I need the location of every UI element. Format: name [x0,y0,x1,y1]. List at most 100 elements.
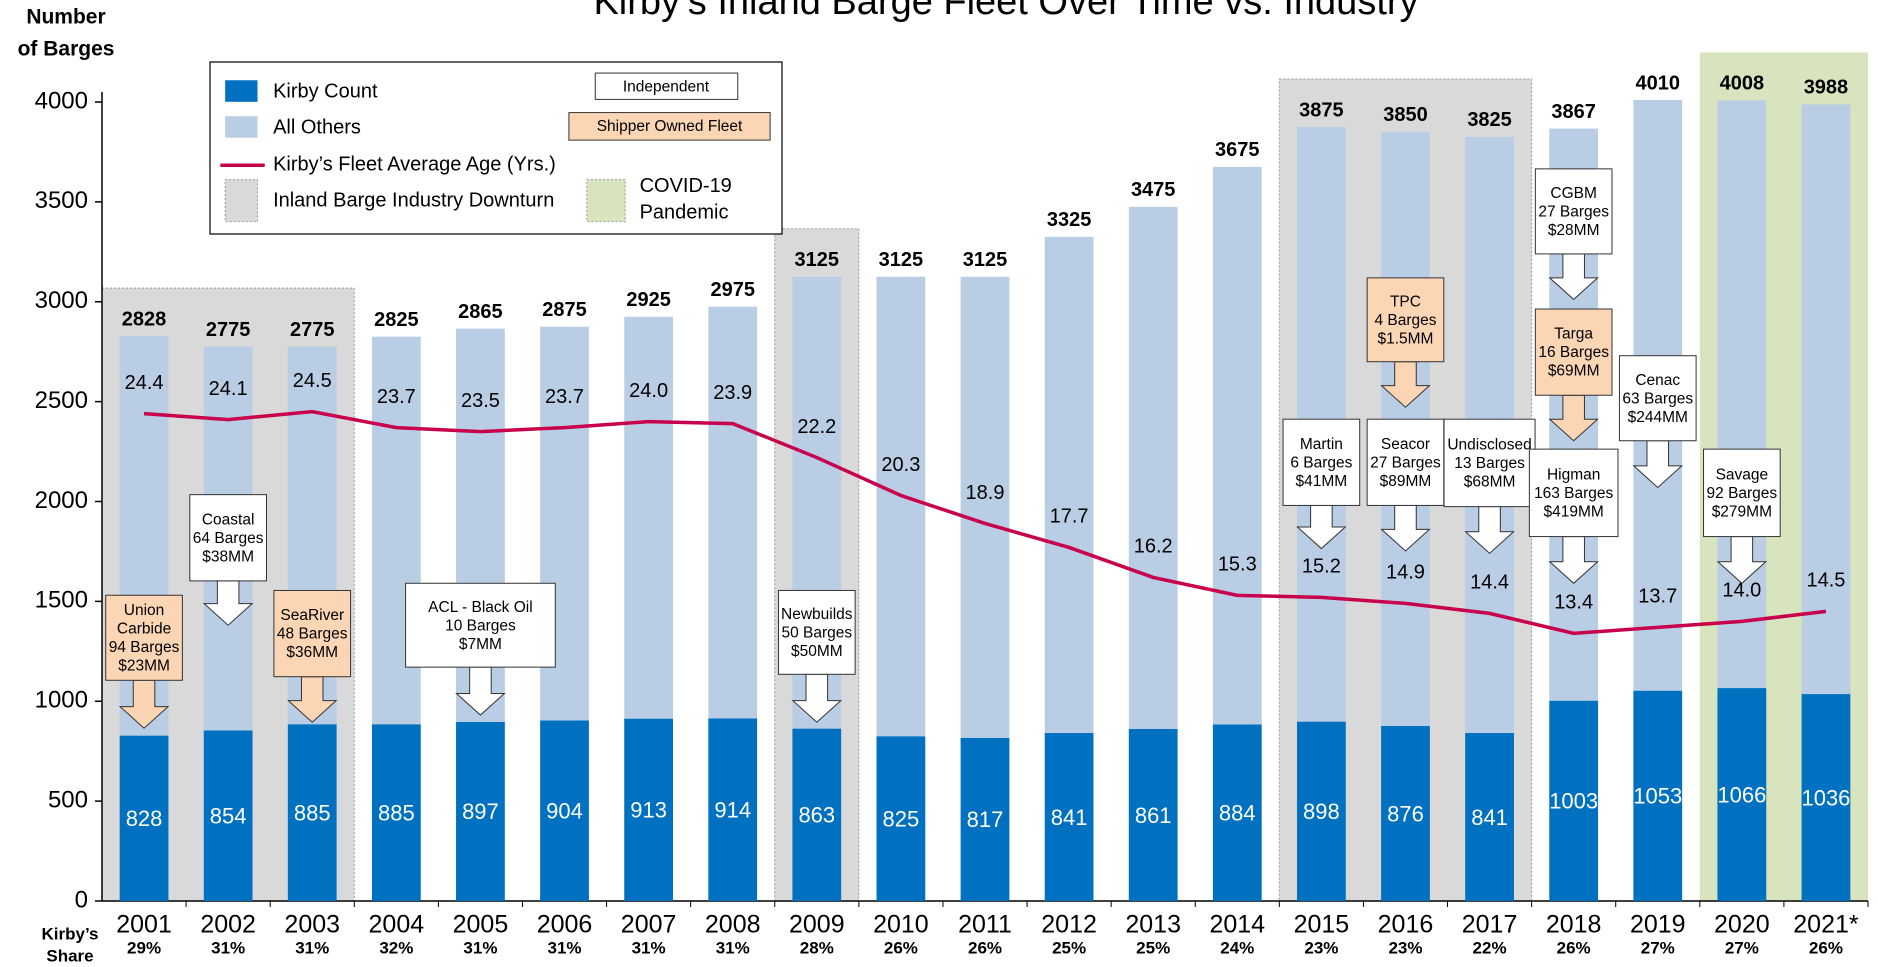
callout-text: $23MM [118,658,170,675]
kirby-value-label: 861 [1135,803,1172,828]
callout-arrow [1380,504,1431,552]
legend-swatch [224,179,259,223]
kirby-value-label: 817 [967,807,1004,832]
plot-layer: 0 500 1000 1500 2000 2500 3000 3500 4000 828 2828 2… [35,72,1869,957]
kirby-value-label: 841 [1051,805,1088,830]
total-label: 3875 [1299,99,1344,121]
age-label: 14.4 [1470,572,1509,594]
callout-box [1282,418,1361,506]
kirby-bar [456,721,505,901]
x-tick-label: 2021* [1793,911,1859,939]
kirby-bar [1801,694,1851,901]
kirby-bar [1212,724,1262,901]
x-tick-label: 2010 [873,911,929,939]
callout-text: Higman [1547,466,1600,483]
kirby-bar [371,724,421,901]
callout-text: Seacor [1381,436,1430,453]
share-value: 31% [548,938,582,957]
callout-arrow [202,580,254,626]
callout-box [405,582,556,668]
callout-text: $89MM [1380,473,1432,490]
callout-arrow [118,679,170,729]
y-tick-label: 4000 [35,87,88,114]
age-label: 14.5 [1806,570,1845,592]
y-axis-label: of Barges [18,38,115,61]
share-value: 31% [716,938,750,957]
callout-text: Newbuilds [781,606,853,623]
share-label: Share [46,946,93,965]
kirby-bar [1381,726,1430,901]
callout-text: $68MM [1464,474,1516,491]
age-label: 23.5 [461,390,500,412]
kirby-value-label: 1053 [1633,784,1682,809]
kirby-value-label: 863 [798,803,835,828]
callout-box [1366,418,1445,506]
legend-swatch [225,80,258,102]
callout-box [777,589,856,675]
callout-text: $244MM [1628,409,1688,426]
kirby-value-label: 876 [1387,801,1424,826]
kirby-value-label: 828 [126,806,163,831]
total-label: 2875 [542,299,587,321]
x-tick-label: 2009 [789,911,845,939]
callout-text: Coastal [202,511,255,528]
legend-swatch [568,112,771,141]
y-tick-label: 3500 [35,187,88,214]
callout-text: $38MM [202,548,254,565]
kirby-bar [540,720,589,901]
callout-text: 4 Barges [1374,312,1436,329]
total-label: 3825 [1467,109,1512,131]
kirby-value-label: 1066 [1717,782,1766,807]
y-tick-label: 1500 [35,587,88,614]
callout-text: $279MM [1712,503,1772,520]
share-value: 23% [1388,938,1422,957]
legend-label: Independent [623,79,710,96]
callout-text: TPC [1390,293,1421,310]
age-label: 15.3 [1218,554,1257,576]
total-label: 2828 [122,308,167,330]
kirby-bar [624,718,674,901]
age-label: 13.4 [1554,592,1593,614]
kirby-value-label: 854 [210,804,247,829]
y-axis-label: Number [26,6,105,29]
age-line [143,409,1827,636]
share-value: 24% [1220,938,1254,957]
callout-text: 50 Barges [781,624,852,641]
kirby-value-label: 913 [630,798,667,823]
share-value: 31% [211,938,245,957]
callout-box [1528,448,1619,538]
callout-arrow [286,676,338,723]
share-value: 31% [632,938,666,957]
kirby-bar [1128,729,1178,901]
y-tick-label: 2000 [35,487,88,514]
callout-text: 163 Barges [1534,485,1614,502]
others-bar [960,276,1010,738]
legend: Kirby Count All Others Kirby’s Fleet Avera… [209,61,783,235]
callout-text: Cenac [1635,372,1680,389]
share-label: Kirby’s [41,924,98,943]
age-label: 23.9 [713,382,752,404]
share-value: 27% [1641,938,1675,957]
x-tick-label: 2004 [369,911,425,939]
kirby-value-label: 841 [1471,805,1508,830]
share-value: 25% [1052,938,1086,957]
kirby-bar [287,724,337,901]
others-bar [1801,104,1851,695]
share-value: 26% [1557,938,1591,957]
others-bar [1128,206,1178,730]
callout-arrow [1548,253,1599,301]
kirby-value-label: 914 [714,798,751,823]
callout-text: $41MM [1296,473,1348,490]
legend-swatch [594,72,739,100]
kirby-value-label: 884 [1219,801,1256,826]
age-label: 13.7 [1638,586,1677,608]
legend-label: Inland Barge Industry Downturn [273,189,554,211]
age-label: 14.9 [1386,562,1425,584]
kirby-value-label: 885 [294,800,331,825]
total-label: 3125 [795,249,840,271]
callout-text: 27 Barges [1370,454,1441,471]
callout-text: 10 Barges [445,617,516,634]
age-label: 24.0 [629,380,668,402]
total-label: 2825 [374,309,419,331]
total-label: 3675 [1215,139,1260,161]
